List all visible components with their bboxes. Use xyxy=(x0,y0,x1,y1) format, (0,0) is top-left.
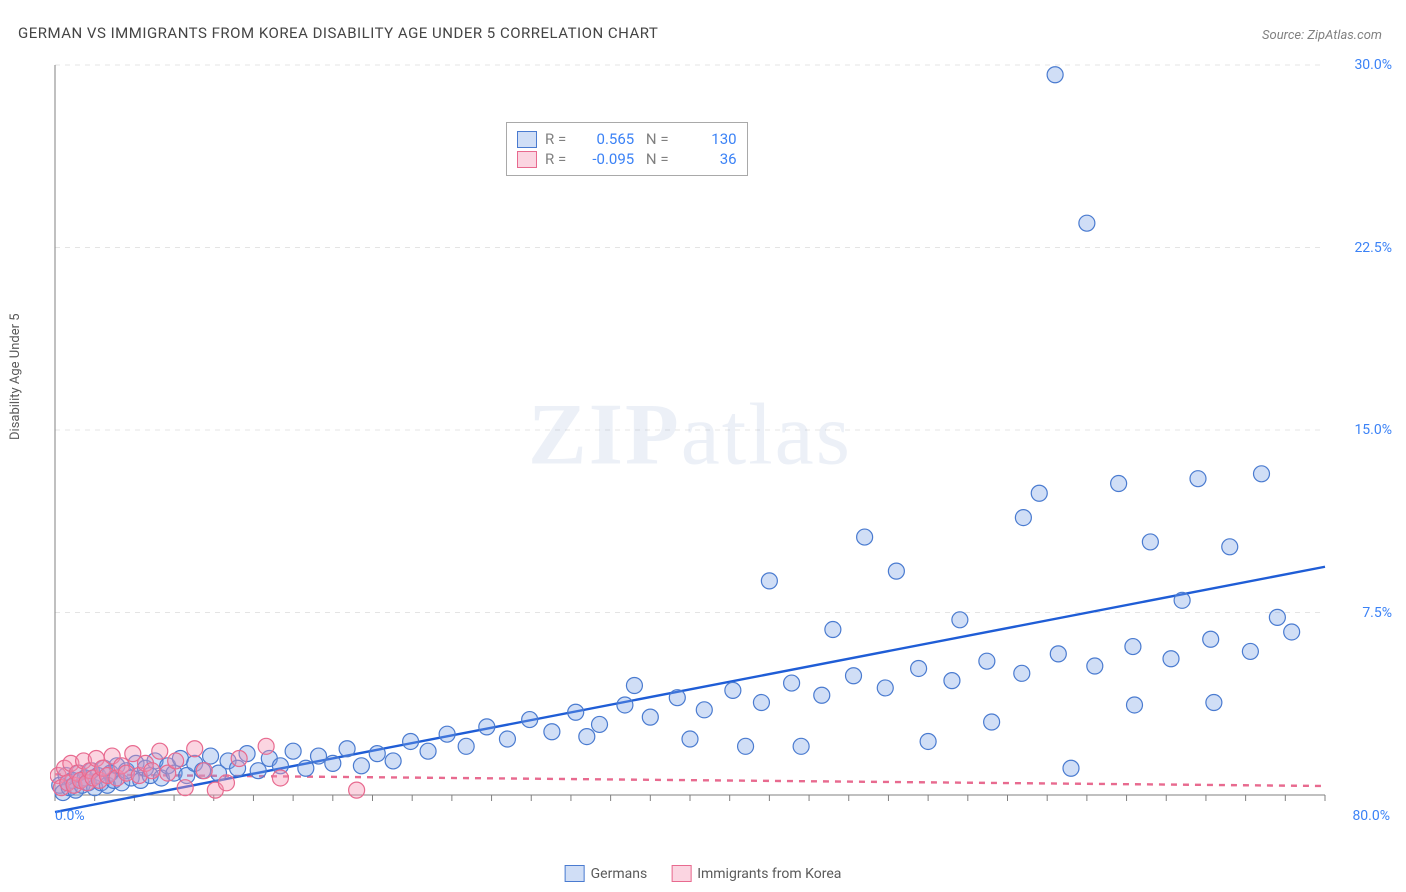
x-tick-label-min: 0.0% xyxy=(55,808,85,824)
n-label: N = xyxy=(642,130,668,148)
y-axis-label: Disability Age Under 5 xyxy=(8,313,23,440)
n-value-germans: 130 xyxy=(677,130,737,148)
legend-label-germans: Germans xyxy=(591,866,648,882)
r-label: R = xyxy=(545,150,566,168)
r-value-immigrants: -0.095 xyxy=(574,150,634,168)
chart-source: Source: ZipAtlas.com xyxy=(1262,28,1382,43)
swatch-icon xyxy=(517,131,537,148)
swatch-icon xyxy=(517,151,537,168)
y-tick-label: 15.0% xyxy=(1354,422,1392,438)
legend-item-immigrants: Immigrants from Korea xyxy=(671,865,841,882)
y-tick-label: 7.5% xyxy=(1362,605,1392,621)
x-tick-label-max: 80.0% xyxy=(1352,808,1390,824)
chart-plot-area: ZIPatlas R = 0.565 N = 130 R = -0.095 N … xyxy=(50,60,1330,830)
chart-title: GERMAN VS IMMIGRANTS FROM KOREA DISABILI… xyxy=(18,24,658,42)
r-label: R = xyxy=(545,130,566,148)
legend-row-immigrants: R = -0.095 N = 36 xyxy=(517,150,737,168)
correlation-legend: R = 0.565 N = 130 R = -0.095 N = 36 xyxy=(506,122,748,176)
n-value-immigrants: 36 xyxy=(677,150,737,168)
y-tick-label: 22.5% xyxy=(1354,240,1392,256)
series-legend: Germans Immigrants from Korea xyxy=(565,865,842,882)
legend-label-immigrants: Immigrants from Korea xyxy=(697,866,841,882)
legend-row-germans: R = 0.565 N = 130 xyxy=(517,130,737,148)
swatch-icon xyxy=(671,865,691,882)
y-tick-label: 30.0% xyxy=(1354,57,1392,73)
r-value-germans: 0.565 xyxy=(574,130,634,148)
n-label: N = xyxy=(642,150,668,168)
legend-item-germans: Germans xyxy=(565,865,648,882)
swatch-icon xyxy=(565,865,585,882)
